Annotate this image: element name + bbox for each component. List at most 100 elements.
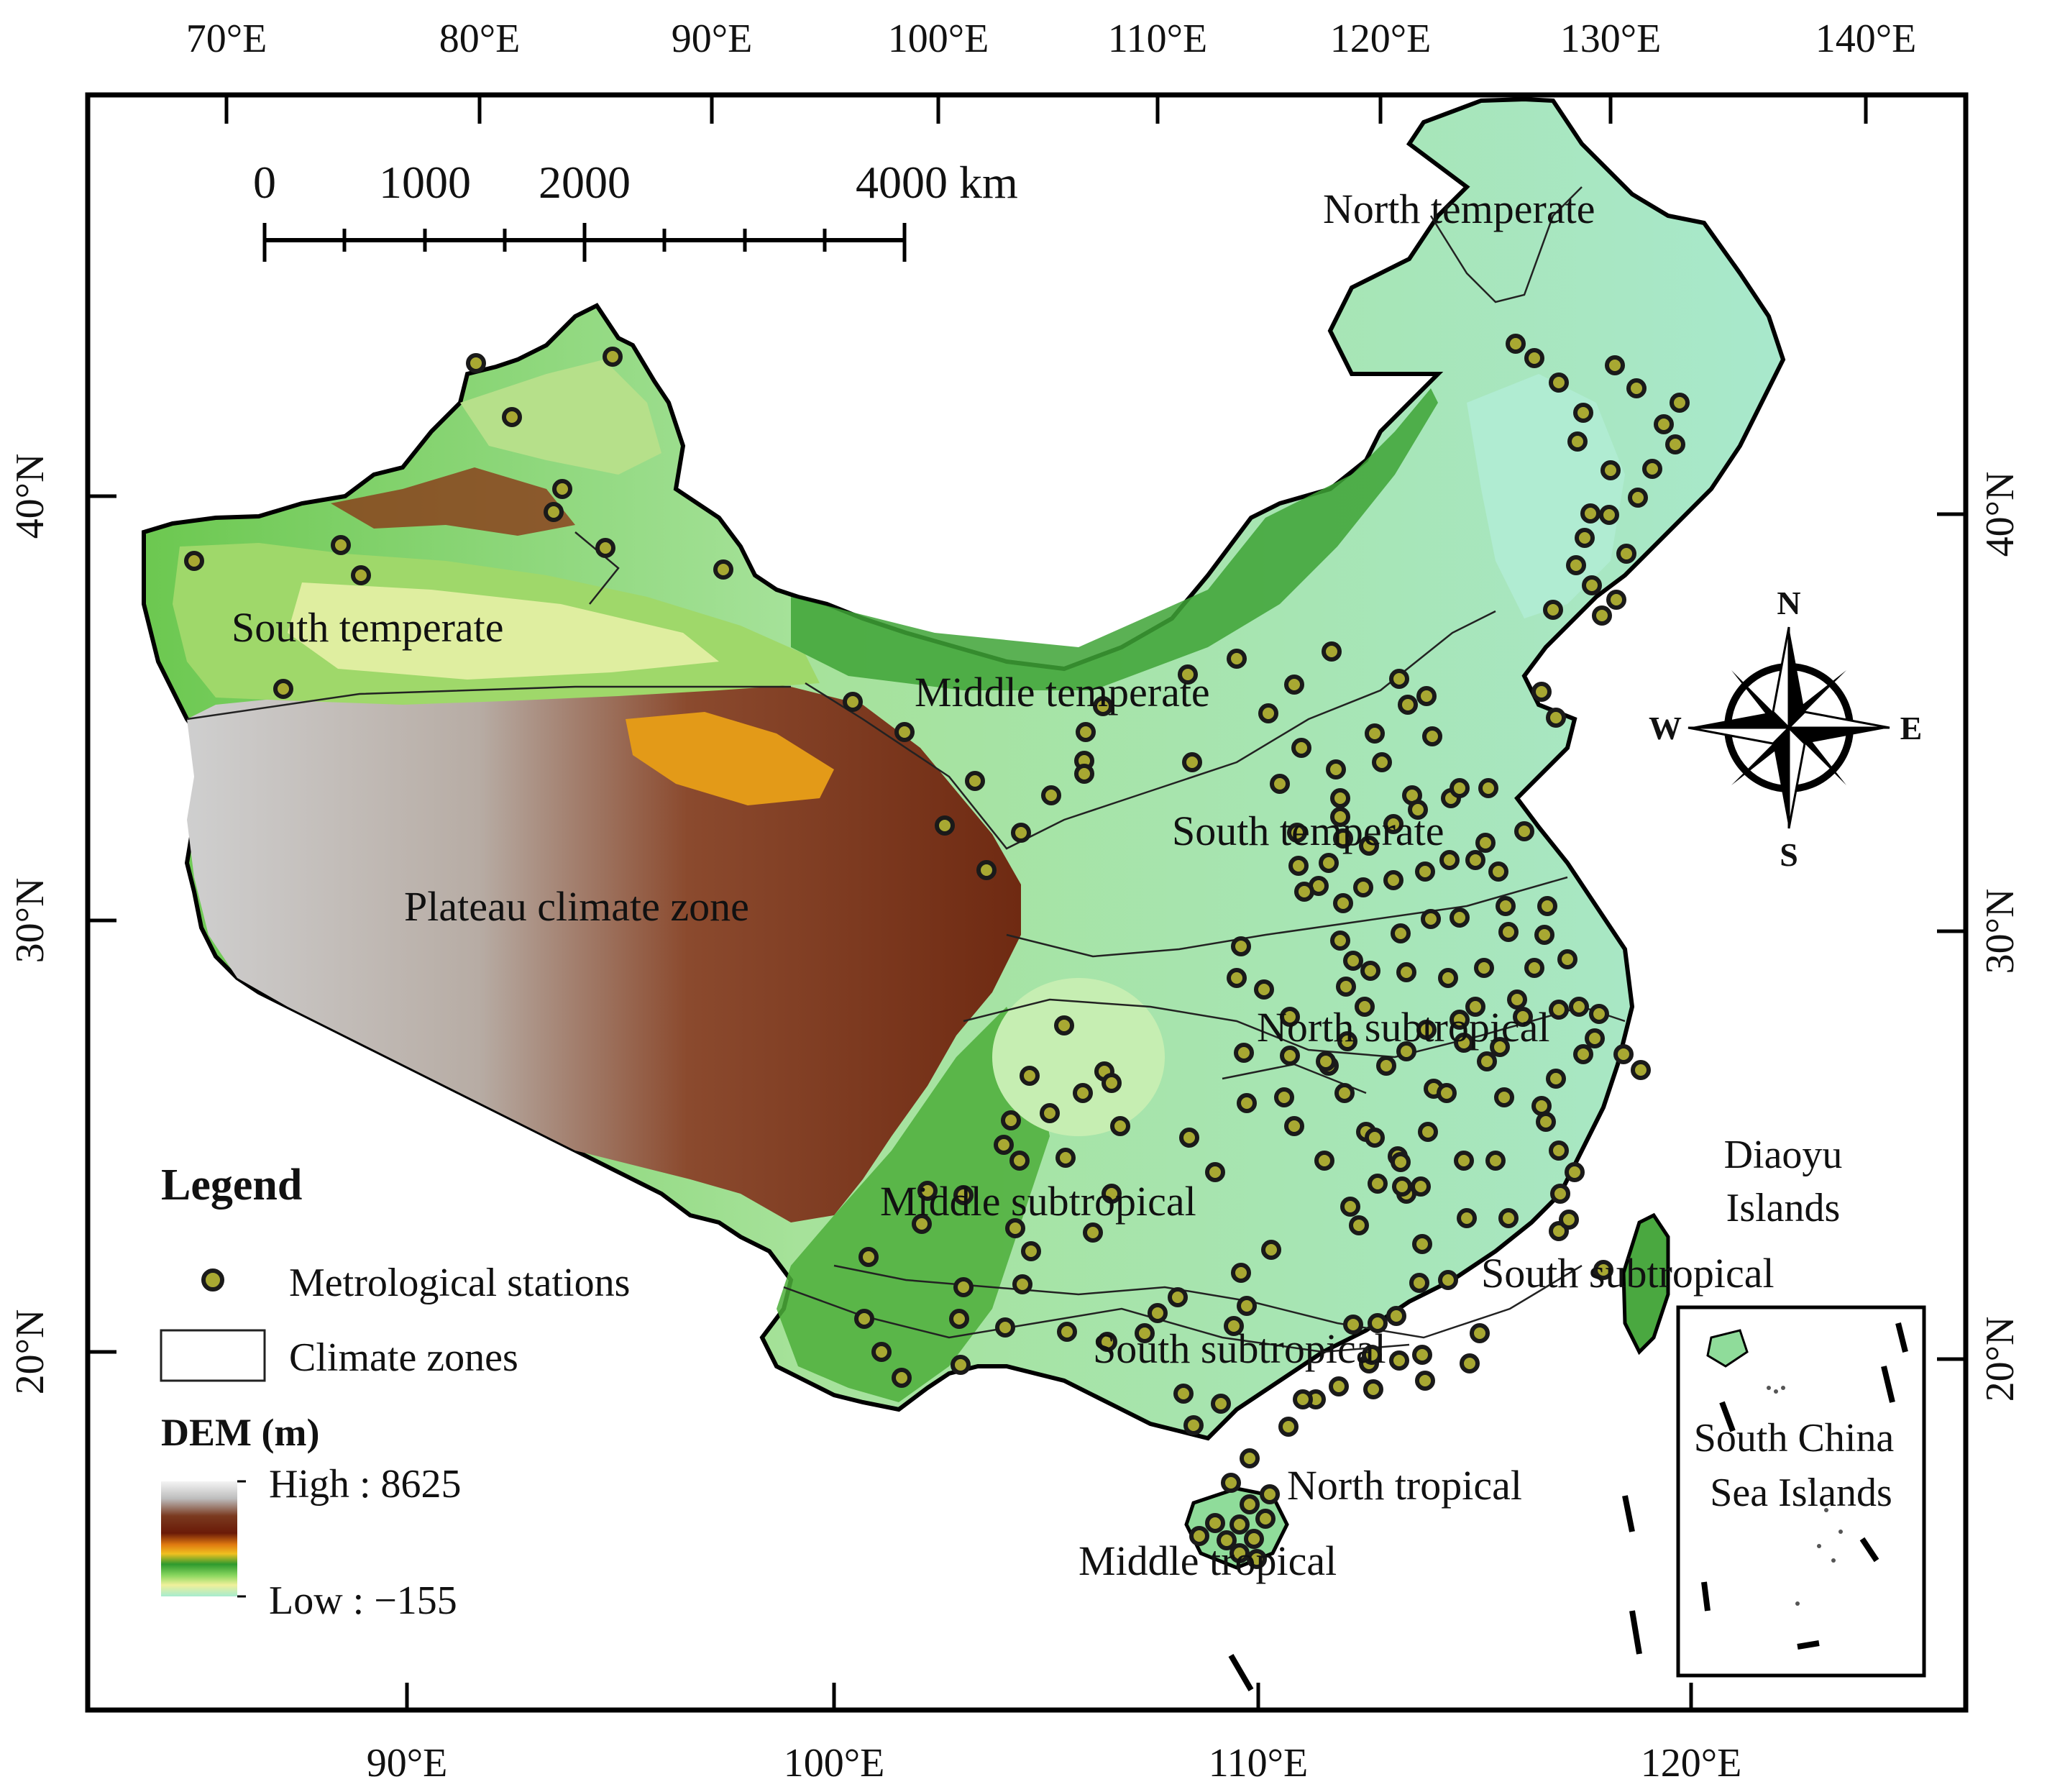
station-marker [1254, 979, 1274, 1000]
station-marker [1386, 1306, 1406, 1326]
left-lat-label: 40°N [8, 454, 52, 539]
legend-dem-ramp [161, 1481, 237, 1596]
zone-label-plateau: Plateau climate zone [404, 883, 749, 930]
station-marker [1536, 1112, 1556, 1132]
southwest-highland [777, 1007, 1050, 1402]
station-marker [1593, 1260, 1613, 1280]
station-marker [1507, 989, 1527, 1010]
station-marker [1454, 1033, 1474, 1053]
scale-bar: 0 1000 2000 4000 km [253, 157, 1018, 262]
station-marker [1628, 488, 1648, 508]
station-marker [1585, 1028, 1605, 1048]
compass-s: S [1780, 836, 1798, 873]
bottom-lon-label: 120°E [1641, 1741, 1742, 1786]
station-marker [1055, 1148, 1076, 1168]
station-marker [1244, 1529, 1264, 1549]
station-marker [1076, 722, 1096, 742]
station-marker [1613, 1044, 1634, 1064]
station-marker [1392, 1176, 1412, 1197]
top-lon-label: 70°E [186, 17, 267, 61]
station-marker [1383, 870, 1403, 890]
station-marker [1178, 664, 1198, 685]
station-marker [1353, 877, 1373, 897]
station-marker [1606, 590, 1626, 610]
station-marker [1573, 1044, 1593, 1064]
station-marker [1450, 1010, 1470, 1030]
station-marker [1477, 1051, 1497, 1071]
station-marker [1360, 961, 1380, 981]
station-marker [1237, 1093, 1257, 1113]
station-marker [1549, 372, 1569, 393]
station-marker [1355, 997, 1375, 1017]
station-marker [1549, 1140, 1569, 1161]
station-marker [1093, 696, 1113, 716]
station-marker [1437, 1083, 1457, 1103]
station-marker [1319, 853, 1339, 873]
station-marker [1498, 1208, 1519, 1228]
station-marker [1368, 1313, 1388, 1333]
station-marker [1110, 1116, 1130, 1136]
scale-label: 2000 [539, 157, 631, 208]
legend-station-symbol [201, 1268, 224, 1292]
station-marker [595, 538, 615, 558]
zone-label-south-temperate-east: South temperate [1172, 808, 1444, 854]
station-marker [1179, 1128, 1199, 1148]
tarim-core [288, 582, 719, 680]
station-marker [331, 535, 351, 555]
station-marker [1189, 1526, 1209, 1546]
station-marker [1229, 1514, 1250, 1535]
station-marker [894, 722, 915, 742]
scale-label: 0 [253, 157, 276, 208]
station-marker [1097, 1332, 1117, 1352]
station-marker [1182, 752, 1202, 772]
station-marker [1330, 931, 1350, 951]
station-marker [1460, 1353, 1480, 1373]
station-marker [1559, 1210, 1579, 1230]
right-latitude-labels: 40°N 30°N 20°N [1978, 472, 2023, 1402]
tianshan-range [331, 467, 575, 536]
station-marker [466, 353, 486, 373]
station-marker [1396, 1041, 1416, 1061]
legend-dem-high: High : 8625 [269, 1462, 462, 1507]
station-marker [1557, 949, 1577, 969]
station-marker [965, 771, 985, 791]
station-marker [1582, 575, 1602, 595]
left-latitude-labels: 40°N 30°N 20°N [8, 454, 52, 1395]
station-marker [1389, 1350, 1409, 1371]
station-marker [1314, 1151, 1334, 1171]
station-marker [1293, 1389, 1313, 1409]
station-marker [552, 479, 572, 499]
metrological-stations [184, 334, 1690, 1569]
station-marker [1567, 431, 1588, 452]
plateau-region [187, 676, 1021, 1222]
station-marker [1642, 459, 1662, 479]
station-marker [994, 1135, 1014, 1155]
station-marker [1291, 738, 1311, 758]
station-marker [1589, 1004, 1609, 1024]
station-marker [1288, 856, 1309, 876]
station-marker [1183, 1415, 1204, 1435]
station-marker [1343, 951, 1363, 971]
station-marker [1422, 726, 1442, 746]
station-marker [1340, 1197, 1360, 1217]
station-marker [1102, 1073, 1122, 1093]
station-marker [1005, 1218, 1025, 1238]
station-marker [1205, 1162, 1225, 1182]
station-marker [1343, 1315, 1363, 1335]
station-marker [1412, 1234, 1432, 1254]
station-marker [1365, 1128, 1385, 1148]
station-marker [1496, 896, 1516, 916]
station-marker [1475, 833, 1496, 853]
bottom-longitude-labels: 90°E 100°E 110°E 120°E [367, 1741, 1742, 1786]
station-marker [1211, 1394, 1231, 1414]
station-marker [1631, 1060, 1651, 1080]
station-marker [1224, 1316, 1244, 1336]
diaoyu-line2: Islands [1726, 1186, 1841, 1230]
scs-line1: South China [1694, 1416, 1895, 1460]
station-marker [995, 1317, 1015, 1338]
right-latitude-ticks [1937, 512, 1966, 1361]
station-marker [892, 1368, 912, 1388]
china-landmass [142, 96, 1786, 1441]
station-marker [1021, 1241, 1041, 1261]
station-marker [1439, 850, 1460, 870]
